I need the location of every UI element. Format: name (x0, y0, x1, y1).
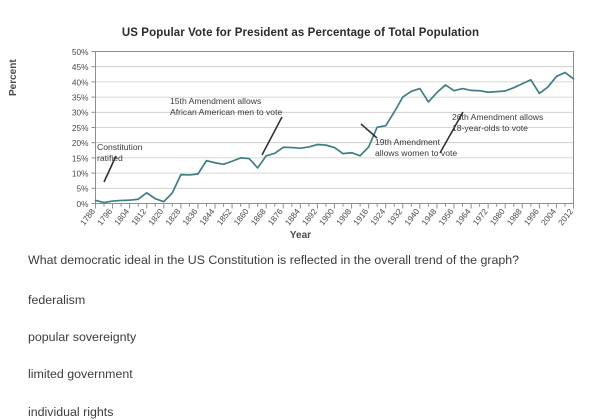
annotation-nineteenth-amendment-line2: allows women to vote (375, 148, 457, 158)
svg-text:1956: 1956 (436, 206, 455, 227)
vote-percentage-line (94, 71, 575, 204)
question-prompt: What democratic ideal in the US Constitu… (28, 253, 520, 267)
annotation-fifteenth-amendment-line1: 15th Amendment allows (170, 96, 261, 106)
plot-border (95, 51, 574, 204)
y-tick-labels: 0% 5% 10% 15% 20% 25% 30% 35% 40% 45% 50% (72, 47, 89, 209)
svg-text:25%: 25% (72, 123, 89, 133)
answer-options-list: federalism popular sovereignty limited g… (28, 292, 573, 420)
svg-text:1948: 1948 (419, 206, 438, 227)
svg-text:1812: 1812 (129, 206, 148, 227)
svg-text:1996: 1996 (522, 206, 541, 227)
svg-text:1940: 1940 (402, 206, 421, 227)
svg-text:1972: 1972 (470, 206, 489, 227)
svg-text:1964: 1964 (453, 206, 472, 227)
annotation-constitution-ratified-line1: Constitution (97, 142, 143, 152)
x-tick-labels: 1788179618041812182018281836184418521860… (78, 206, 575, 227)
svg-text:10%: 10% (72, 169, 89, 179)
annotation-constitution-ratified-line2: ratified (97, 153, 123, 163)
question-block: What democratic ideal in the US Constitu… (0, 252, 601, 420)
annotation-twentysixth-amendment-line2: 18-year-olds to vote (452, 123, 528, 133)
svg-text:40%: 40% (72, 77, 89, 87)
annotation-nineteenth-amendment-line1: 19th Amendment (375, 137, 441, 147)
answer-option-federalism[interactable]: federalism (28, 293, 86, 308)
svg-text:1932: 1932 (385, 206, 404, 227)
answer-option-individual-rights[interactable]: individual rights (28, 404, 114, 419)
svg-text:2004: 2004 (539, 206, 558, 227)
svg-text:50%: 50% (72, 47, 89, 57)
svg-text:5%: 5% (77, 184, 90, 194)
svg-text:1836: 1836 (180, 206, 199, 227)
svg-text:1876: 1876 (266, 206, 285, 227)
annotation-twentysixth-amendment-line1: 26th Amendment allows (452, 112, 543, 122)
svg-text:20%: 20% (72, 138, 89, 148)
svg-text:1924: 1924 (368, 206, 387, 227)
chart-plot-area: 0% 5% 10% 15% 20% 25% 30% 35% 40% 45% 50% 17881796… (72, 47, 575, 227)
svg-text:1916: 1916 (351, 206, 370, 227)
svg-text:1884: 1884 (283, 206, 302, 227)
svg-text:30%: 30% (72, 108, 89, 118)
answer-option-popular-sovereignty[interactable]: popular sovereignty (28, 330, 137, 345)
svg-text:1788: 1788 (78, 206, 97, 227)
svg-text:1860: 1860 (231, 206, 250, 227)
x-tick-marks (95, 203, 574, 209)
answer-option-limited-government[interactable]: limited government (28, 367, 133, 382)
svg-text:1892: 1892 (300, 206, 319, 227)
svg-text:15%: 15% (72, 153, 89, 163)
svg-text:45%: 45% (72, 62, 89, 72)
svg-text:1796: 1796 (95, 206, 114, 227)
svg-text:2012: 2012 (556, 206, 575, 227)
chart-title: US Popular Vote for President as Percent… (121, 27, 480, 39)
svg-text:1868: 1868 (249, 206, 268, 227)
svg-text:1804: 1804 (112, 206, 131, 227)
chart-figure: US Popular Vote for President as Percent… (8, 27, 575, 241)
annotation-fifteenth-amendment-line2: African American men to vote (170, 107, 282, 117)
x-axis-title: Year (289, 230, 312, 241)
svg-text:1900: 1900 (317, 206, 336, 227)
svg-text:1980: 1980 (488, 206, 507, 227)
svg-text:0%: 0% (77, 199, 90, 209)
svg-text:1828: 1828 (163, 206, 182, 227)
svg-text:1908: 1908 (334, 206, 353, 227)
svg-text:1820: 1820 (146, 206, 165, 227)
svg-text:1988: 1988 (505, 206, 524, 227)
y-tick-marks (91, 51, 96, 204)
svg-text:1852: 1852 (214, 206, 233, 227)
svg-text:35%: 35% (72, 93, 89, 103)
svg-text:1844: 1844 (197, 206, 216, 227)
